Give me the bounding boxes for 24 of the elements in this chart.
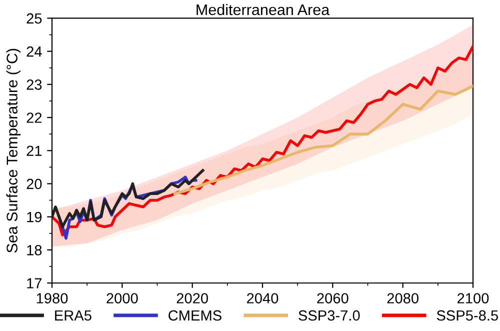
legend-label: SSP3-7.0 bbox=[298, 310, 360, 321]
x-tick-label: 2040 bbox=[247, 293, 278, 304]
y-tick-label: 22 bbox=[26, 112, 42, 123]
x-tick-label: 1980 bbox=[36, 293, 68, 304]
y-tick-label: 18 bbox=[27, 245, 42, 256]
y-tick-label: 17 bbox=[27, 278, 42, 288]
legend-label: CMEMS bbox=[168, 310, 222, 321]
line-series bbox=[52, 169, 204, 228]
x-tick-label: 2020 bbox=[176, 293, 208, 304]
y-tick-label: 21 bbox=[26, 146, 42, 156]
y-tick-label: 19 bbox=[27, 212, 42, 222]
x-tick-label: 2100 bbox=[458, 293, 489, 304]
line-series bbox=[173, 84, 473, 196]
y-axis-title: Sea Surface Temperature (°C) bbox=[6, 48, 21, 253]
x-tick-label: 2060 bbox=[317, 293, 348, 304]
y-tick-label: 20 bbox=[26, 178, 42, 190]
x-tick-label: 2080 bbox=[387, 293, 418, 304]
y-tick-label: 23 bbox=[26, 80, 42, 90]
y-tick-label: 25 bbox=[26, 13, 42, 24]
legend-label: ERA5 bbox=[55, 310, 92, 321]
chart-title: Mediterranean Area bbox=[196, 4, 330, 16]
x-tick-label: 2000 bbox=[106, 293, 138, 304]
y-tick-label: 24 bbox=[26, 46, 42, 57]
legend-label: SSP5-8.5 bbox=[436, 310, 498, 321]
